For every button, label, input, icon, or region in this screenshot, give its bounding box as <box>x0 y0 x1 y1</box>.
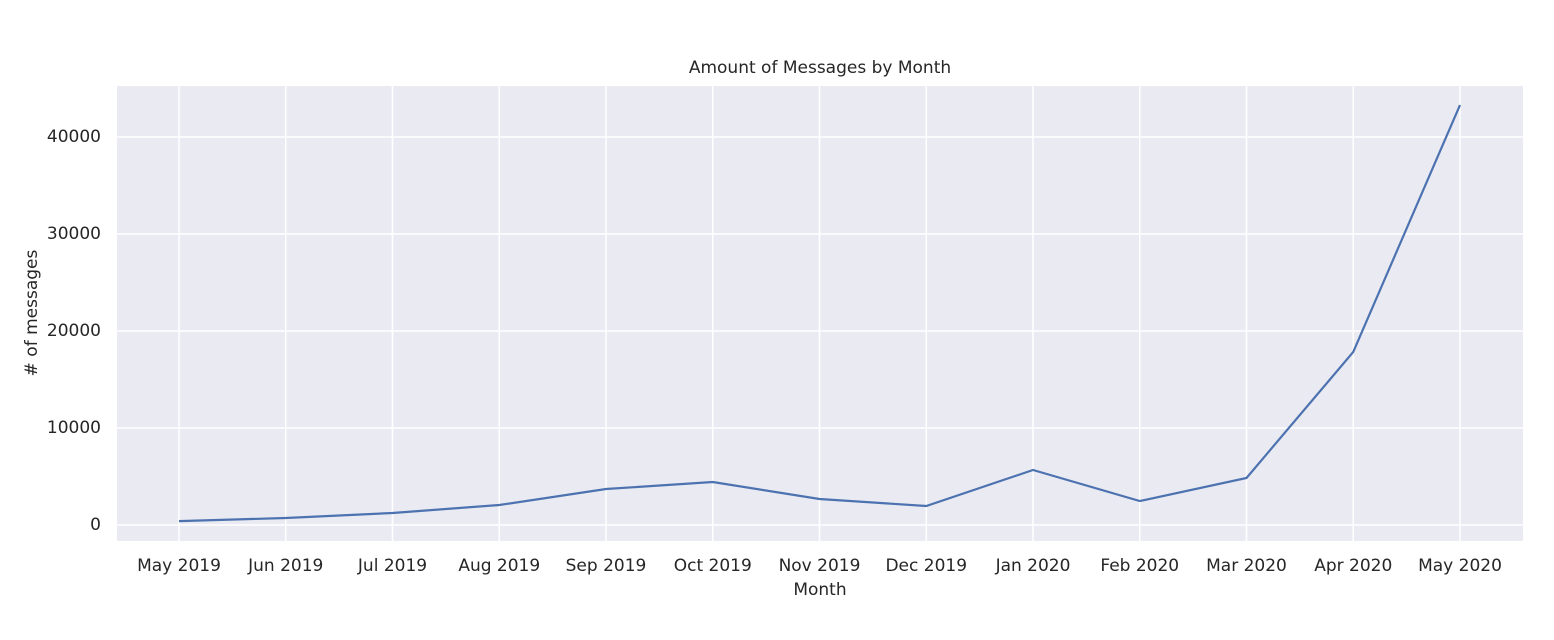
x-tick-label: Sep 2019 <box>566 556 647 576</box>
y-tick-label: 0 <box>90 515 101 535</box>
y-tick-label: 30000 <box>47 224 101 244</box>
x-tick-label: Mar 2020 <box>1206 556 1287 576</box>
x-tick-label: May 2020 <box>1418 556 1502 576</box>
x-tick-label: May 2019 <box>137 556 221 576</box>
x-tick-label: Apr 2020 <box>1314 556 1392 576</box>
x-tick-label: Feb 2020 <box>1100 556 1179 576</box>
x-tick-label: Jun 2019 <box>247 556 323 576</box>
y-tick-label: 20000 <box>47 321 101 341</box>
data-line <box>178 104 1462 523</box>
x-tick-label: Oct 2019 <box>674 556 752 576</box>
y-tick-label: 10000 <box>47 418 101 438</box>
x-tick-label: Jan 2020 <box>995 556 1071 576</box>
y-axis-label: # of messages <box>22 250 42 377</box>
x-tick-label: Jul 2019 <box>357 556 427 576</box>
x-tick-label: Dec 2019 <box>885 556 967 576</box>
x-tick-label: Aug 2019 <box>458 556 540 576</box>
x-tick-label: Nov 2019 <box>779 556 861 576</box>
chart-title: Amount of Messages by Month <box>689 58 951 78</box>
x-axis-label: Month <box>793 580 846 600</box>
y-tick-label: 40000 <box>47 127 101 147</box>
